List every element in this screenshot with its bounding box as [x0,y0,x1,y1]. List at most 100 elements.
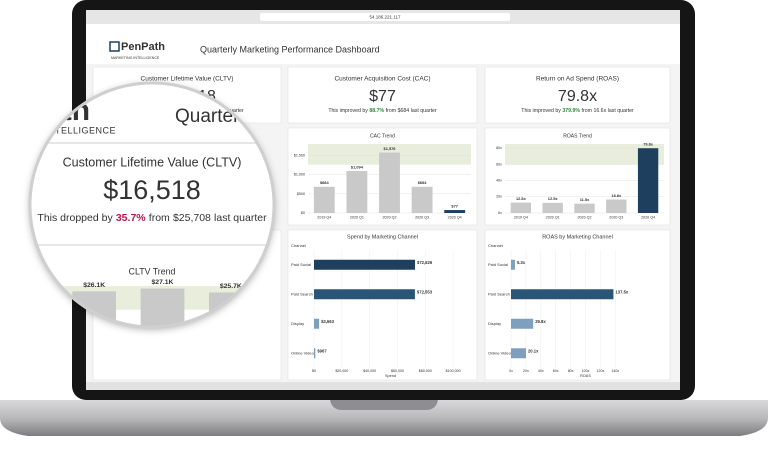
x-tick-label: 100x [582,369,590,373]
category-label: Paid Search [291,291,313,296]
lens-kpi-title: Customer Lifetime Value (CLTV) [63,155,242,169]
kpi-from: from [386,108,396,114]
kpi-previous: $25,708 [173,212,211,224]
kpi-title: Customer Lifetime Value (CLTV) [141,76,234,83]
kpi-change: 35.7% [116,212,146,224]
value-label: 12.8x [516,196,527,201]
x-tick-label: 40x [538,369,544,373]
kpi-sentence: This improved by 379.9% from 16.6x last quar… [521,108,634,114]
kpi-change: 379.9% [562,108,580,114]
x-tick-label: 20x [523,369,529,373]
category-label: Paid Social [488,262,508,267]
bar [542,202,563,213]
x-tick-label: 2020 Q2 [577,216,591,220]
value-label: 12.5x [548,196,559,201]
y-tick-label: 60x [496,162,502,166]
x-tick-label: $60,000 [391,369,404,373]
value-label: 20.1x [528,348,539,353]
lens-bg [30,83,274,327]
chart-title: CLTV Trend [129,266,176,276]
kpi-card [484,66,671,124]
x-tick-label: 2020 Q2 [382,216,396,220]
y-tick-label: 80x [496,146,502,150]
bar [314,259,416,270]
lens-rim [28,81,276,329]
lens-content: PenPath MARKETING INTELLIGENCE Quarterly… [30,94,274,327]
address-field[interactable] [260,13,510,21]
value-label: $1,094 [351,164,364,169]
magnifier [30,83,274,327]
kpi-from: from [149,212,170,224]
x-tick-label: 2020 Q4 [448,216,462,220]
x-tick-label: $20,000 [335,369,348,373]
column-header: Channel [291,243,306,248]
x-tick-label: 2020 Q3 [415,216,429,220]
bar [511,289,614,300]
value-label: $72,553 [417,289,433,294]
bar [411,186,433,213]
sheet-tabs [86,382,680,390]
y-tick-label: $0 [301,211,305,215]
value-label: 79.8x [643,142,654,147]
tagline: MARKETING INTELLIGENCE [111,56,160,60]
notch [330,400,438,410]
logo: PenPath [121,41,165,53]
value-label: $72,626 [417,260,433,265]
x-tick-label: 2019 Q4 [317,216,331,220]
bar [606,199,627,213]
x-tick-label: 140x [611,369,619,373]
kpi-value: $77 [369,88,396,105]
bar [574,203,595,213]
y-tick-label: $1,000 [294,173,305,177]
value-label: 29.8x [535,319,546,324]
x-tick-label: 2020 Q3 [609,216,623,220]
category-label: Paid Social [291,262,311,267]
x-tick-label: $100,000 [446,369,461,373]
value-label: 16.6x [611,193,622,198]
y-tick-label: $1,500 [294,153,305,157]
category-label: Paid Search [488,291,510,296]
kpi-lead: This improved by [328,108,368,114]
x-tick-label: 2020 Q1 [350,216,364,220]
bar [314,348,316,359]
value-label: $684 [418,180,428,185]
axis-label: ROAS [580,374,591,378]
bar [346,171,368,213]
category-label: Online Video [488,350,512,355]
y-tick-label: 0x [498,211,502,215]
y-tick-label: 20x [496,195,502,199]
value-label: $77 [451,203,458,208]
kpi-tail: last quarter [608,108,634,114]
value-label: 137.5x [615,289,628,294]
chart-title: CAC Trend [370,133,395,139]
kpi-tail: last quarter [214,212,267,224]
logo-icon [109,41,120,52]
value-label: $684 [320,180,330,185]
target-band [505,144,664,165]
kpi-title: Return on Ad Spend (ROAS) [536,76,619,83]
x-tick-label: $40,000 [363,369,376,373]
y-tick-label: $500 [297,192,305,196]
kpi-card [287,66,478,124]
category-label: Online Video [291,350,315,355]
value-label: $26.1K [83,282,105,289]
y-tick-label: 40x [496,178,502,182]
bar [511,318,534,329]
value-label: $27.1K [152,279,174,286]
x-tick-label: 80x [568,369,574,373]
kpi-value: 79.8x [558,88,597,105]
bar [511,348,526,359]
kpi-from: from [582,108,592,114]
value-label: 11.5x [580,197,590,202]
kpi-previous: $684 [398,108,410,114]
kpi-lead: This improved by [521,108,561,114]
x-tick-label: $0 [312,369,316,373]
axis-label: Spend [385,374,396,378]
x-tick-label: 120x [597,369,605,373]
chart-title: ROAS by Marketing Channel [542,234,613,240]
x-tick-label: 2020 Q4 [641,216,655,220]
category-label: Display [291,321,304,326]
kpi-lead: This dropped by [37,212,113,224]
